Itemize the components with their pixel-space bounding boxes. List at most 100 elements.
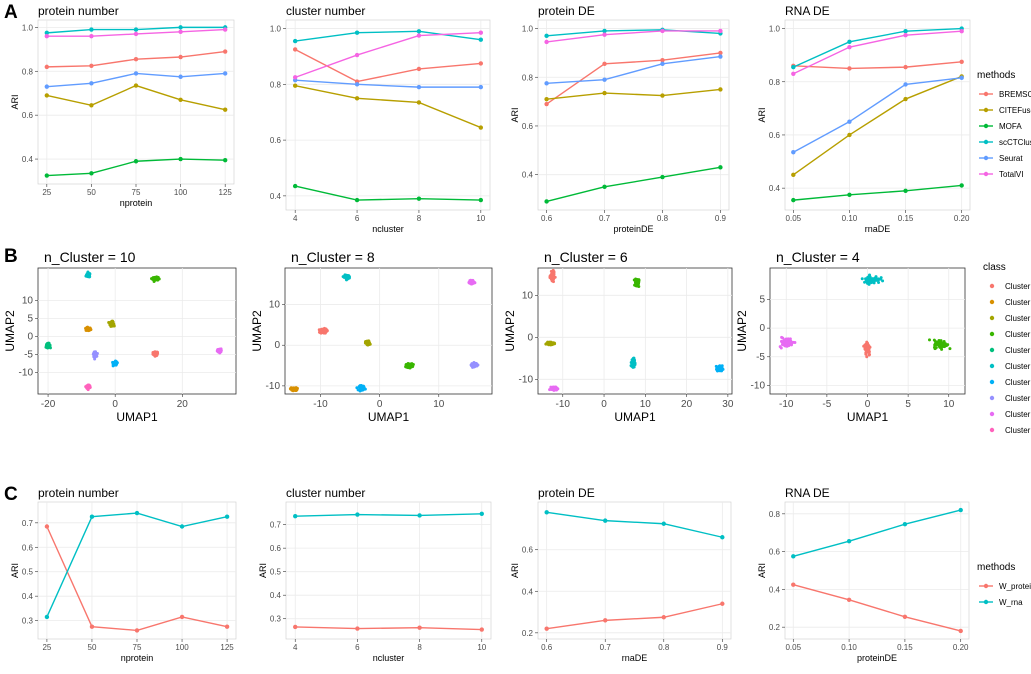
y-tick-label: -10 [751,380,766,391]
y-axis-label: ARI [10,563,20,578]
chart-title-b1: n_Cluster = 10 [44,249,136,265]
x-tick-label: 50 [88,643,97,652]
x-tick-label: 10 [433,399,445,410]
series-line-bremsc [793,61,962,70]
data-point-w-protein [661,615,666,620]
chart-c3: protein DE 0.2 0.4 0.6 0.6 0.7 0.8 0.9 rnaDE ARI [510,486,732,663]
data-point-mofa [292,183,298,189]
data-point-mofa [222,157,228,163]
data-point-w-rna [44,614,50,620]
point-cluster-7 [113,361,117,365]
cluster-cluster-9 [778,335,797,350]
y-tick-label: 0.4 [522,587,534,596]
series-line-w-protein [793,583,961,632]
legend-marker-cluster-4 [989,331,995,337]
point-cluster-9 [788,337,792,341]
legend-label-bremsc: BREMSC [999,90,1031,99]
y-tick-label: 0.4 [22,155,34,164]
y-tick-label: 0.8 [22,67,34,76]
legend-label-cluster-10: Cluster 10 [1005,426,1031,435]
cluster-cluster-8 [91,350,99,361]
data-point-mofa [959,183,964,188]
point-cluster-6 [868,275,872,279]
point-cluster-8 [93,354,97,358]
data-point-w-rna [846,539,852,544]
data-point-scctclust [544,33,549,39]
y-tick-label: 0.6 [769,548,781,557]
y-axis-label: ARI [10,94,20,109]
data-point-bremsc [292,47,298,52]
legend-marker-cluster-6 [989,363,995,369]
cluster-cluster-9 [548,385,560,392]
series-line-w-rna [295,513,482,517]
cluster-cluster-6 [629,356,637,369]
data-point-citefuse [416,100,422,105]
series-line-w-protein [295,626,482,631]
data-point-bremsc [847,66,852,71]
data-point-citefuse [847,132,852,138]
point-cluster-6 [866,275,870,279]
cluster-cluster-4 [404,362,415,370]
cluster-cluster-1 [548,268,557,284]
legend-label-cluster-5: Cluster 5 [1005,346,1031,355]
data-point-totalvi [544,39,549,45]
data-point-citefuse [718,87,723,92]
cluster-cluster-5 [44,341,52,350]
chart-title-b3: n_Cluster = 6 [544,249,628,265]
series-line-bremsc [546,52,721,105]
legend-label-cluster-2: Cluster 2 [1005,298,1031,307]
series-line-w-protein [546,603,723,630]
point-cluster-1 [551,268,555,272]
y-axis-label: ARI [757,107,767,122]
y-axis-label: UMAP2 [503,310,517,352]
scatter-points-b1 [44,270,223,392]
point-cluster-3 [365,342,369,346]
chart-b2: n_Cluster = 8 -10 0 10 -10 0 10 UMAP1 UMAP2 [250,249,493,424]
y-tick-label: 1.0 [769,25,781,34]
y-tick-label: 0.3 [270,615,282,624]
y-tick-label: -10 [519,374,534,385]
data-point-totalvi [791,71,796,76]
y-tick-label: 0.4 [22,592,34,601]
plot-area-b2 [284,267,493,395]
x-tick-label: 0 [377,399,383,410]
point-cluster-9 [553,387,557,391]
y-tick-label: 1.0 [22,23,34,32]
legend-methods-c-title: methods [977,562,1015,573]
chart-title-c4: RNA DE [785,486,830,500]
legend-marker-cluster-9 [989,411,995,417]
point-cluster-6 [881,279,885,283]
chart-b4: n_Cluster = 4 -10 -5 0 5 -10 -5 0 5 10 UMAP1 UMAP2 [735,249,966,424]
x-tick-label: 25 [42,643,51,652]
point-cluster-8 [473,362,477,366]
data-point-totalvi [133,31,139,37]
x-axis-label: UMAP1 [614,410,656,424]
data-point-seurat [791,150,796,155]
x-tick-label: 30 [722,399,734,410]
point-cluster-4 [939,346,943,350]
data-point-w-protein [134,628,140,633]
legend-marker-totalvi [983,171,989,177]
x-tick-label: 6 [355,214,360,223]
point-cluster-7 [360,384,364,388]
plot-area-b1 [37,267,237,395]
x-axis-label: nprotein [121,653,154,663]
data-point-w-rna [293,513,298,519]
point-cluster-6 [878,277,882,281]
legend-marker-cluster-10 [989,427,995,433]
legend-label-w-rna: W_rna [999,598,1023,607]
chart-a4: RNA DE 0.4 0.6 0.8 1.0 0.05 0.10 0.15 0.20 rnaDE A… [757,4,971,234]
data-point-scctclust [416,29,422,34]
point-cluster-1 [867,345,871,349]
point-cluster-4 [154,278,158,282]
point-cluster-6 [860,277,864,281]
legend-marker-cluster-7 [989,379,995,385]
cluster-cluster-2 [84,325,93,333]
x-axis-label: proteinDE [613,224,653,234]
data-point-seurat [222,71,228,76]
cluster-cluster-4 [927,338,952,351]
legend-class: class Cluster 1 Cluster 2 Cluster 3 Cluster … [983,262,1031,435]
data-point-bremsc [478,61,484,66]
legend-label-totalvi: TotalVI [999,170,1023,179]
